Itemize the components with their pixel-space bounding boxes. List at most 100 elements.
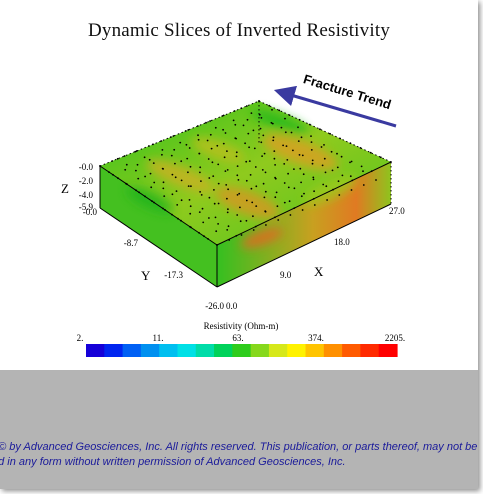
electrode-dot [227,208,229,211]
electrode-dot [202,221,205,224]
electrode-dot [208,196,211,199]
y-axis-label: Y [141,268,151,283]
electrode-dot [116,157,119,160]
electrode-dot [197,138,200,141]
electrode-dot [313,204,316,206]
y-tick-0: -0.0 [83,207,98,217]
electrode-dot [208,177,211,179]
electrode-dot [264,171,267,174]
electrode-dot [255,185,258,188]
electrode-dot [214,126,217,129]
electrode-dot [370,170,373,173]
electrode-dot [153,201,155,204]
electrode-dot [264,210,267,213]
figure-card: Dynamic Slices of Inverted Resistivity [0,20,478,489]
electrode-dot [273,157,276,160]
electrode-dot [171,173,174,176]
electrode-dot [149,172,152,175]
electrode-dot [350,160,353,163]
electrode-dot [180,179,183,182]
electrode-dot [261,155,263,158]
electrode-dot [217,202,220,205]
electrode-dot [198,231,200,234]
electrode-dot [226,169,229,171]
electrode-dot [207,158,210,160]
electrode-dot [160,140,163,142]
electrode-dot [235,234,238,237]
electrode-dot [203,235,205,238]
electrode-dot [171,213,173,216]
electrode-dot [274,216,276,219]
electrode-dot [226,229,229,231]
fracture-trend-label: Fracture Trend [302,71,393,112]
electrode-dot [143,156,146,159]
electrode-dot [274,164,276,166]
electrode-dot [226,150,228,153]
electrode-dot [135,189,137,192]
front-edges [99,161,392,288]
electrode-dot [217,163,220,166]
electrode-dot [144,175,147,178]
electrode-dot [175,190,178,193]
electrode-dot [329,132,331,135]
electrode-dot [236,214,239,216]
electrode-dot [213,189,215,191]
x-tick-0: 0.0 [226,301,238,311]
electrode-dot [174,162,176,165]
electrode-dot [207,238,209,240]
electrode-dot [134,150,137,153]
electrode-dot [189,225,191,228]
electrode-dot [209,133,212,136]
electrode-dot [215,230,218,233]
colorbar-swatch [305,344,325,357]
electrode-dot [310,149,313,151]
electrode-dot [351,179,354,182]
electrode-dot [286,159,289,161]
electrode-dot [336,166,339,169]
electrode-dot [293,187,296,190]
x-tick-2: 18.0 [334,237,350,247]
electrode-dot [240,234,243,236]
colorbar-swatch [140,344,160,357]
electrode-dot [245,219,248,222]
electrode-dot [152,143,154,146]
electrode-dot [298,118,301,121]
electrode-dot [184,130,187,132]
electrode-dot [271,122,274,125]
electrode-dot [265,224,267,226]
electrode-dot [252,229,255,231]
colorbar-swatch [342,344,362,357]
colorbar-swatch [360,344,380,357]
electrode-dot [280,126,283,129]
electrode-dot [112,173,114,176]
electrode-dot [123,155,126,157]
electrode-dot [300,195,303,198]
electrode-dot [244,142,247,145]
electrode-dot [200,180,202,183]
copyright-line-2: ed in any form without written permissio… [0,456,346,468]
electrode-dot [137,177,140,180]
electrode-dot [99,165,101,167]
electrode-dot [189,165,192,168]
colorbar-tick-2: 63. [232,333,243,343]
electrode-dot [136,163,139,166]
electrode-dot [245,160,248,163]
electrode-dot [185,143,188,146]
electrode-dot [111,160,114,162]
electrode-dot [362,170,364,173]
electrode-dot [162,187,165,190]
electrode-dot [349,175,352,178]
electrode-dot [312,198,315,200]
electrode-dot [252,215,254,218]
z-tick-3: -5.9 [79,202,94,212]
electrode-dot [298,154,301,156]
electrode-dot [264,190,267,193]
electrode-dot [239,220,242,223]
z-tick-1: -2.0 [79,176,94,186]
electrode-dot [303,192,305,195]
colorbar-label: Resistivity (Ohm-m) [204,321,279,331]
electrode-dot [196,125,199,127]
electrode-dot [254,166,257,168]
electrode-dot [276,205,279,208]
electrode-dot [323,144,325,146]
